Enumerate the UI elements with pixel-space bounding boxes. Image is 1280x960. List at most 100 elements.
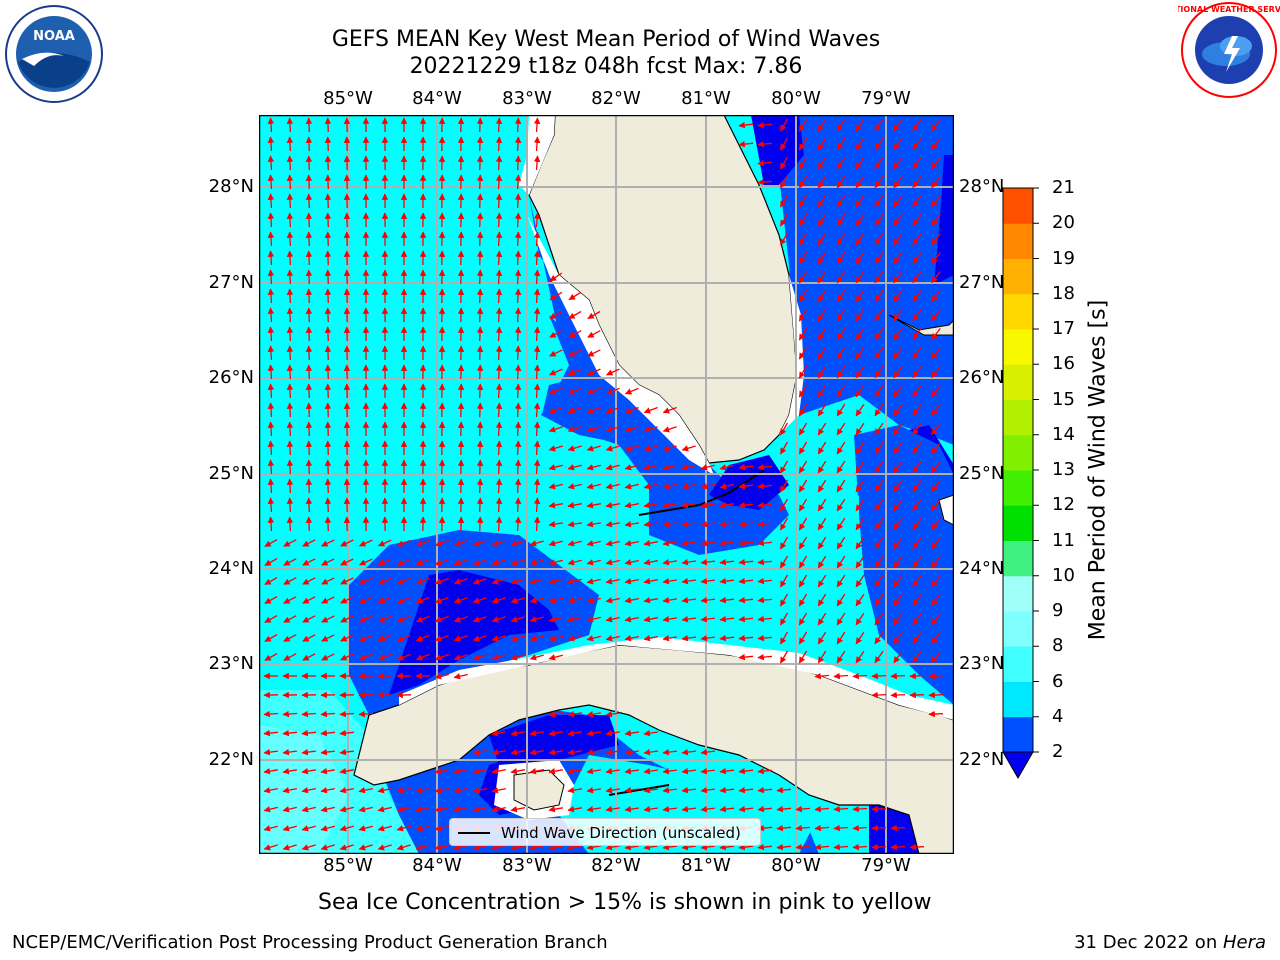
wave-direction-arrow: [415, 577, 430, 585]
wave-direction-arrow: [283, 615, 297, 623]
wave-direction-arrow: [912, 404, 922, 417]
wave-direction-arrow: [738, 653, 754, 661]
wave-direction-arrow: [662, 634, 678, 642]
lat-label-left: 25°N: [208, 463, 254, 484]
wave-direction-arrow: [529, 616, 544, 623]
wave-direction-arrow: [321, 653, 335, 661]
wave-direction-arrow: [415, 596, 430, 604]
wave-direction-arrow: [912, 138, 922, 151]
wave-direction-arrow: [779, 479, 789, 493]
wave-direction-arrow: [472, 540, 487, 547]
wave-direction-arrow: [286, 383, 294, 399]
wave-direction-arrow: [302, 558, 316, 566]
wind-wave-direction-arrows: [263, 117, 944, 851]
wave-direction-arrow: [305, 345, 313, 361]
wave-direction-arrow: [320, 825, 335, 832]
wave-direction-arrow: [510, 768, 526, 775]
wave-direction-arrow: [931, 252, 941, 265]
wave-direction-arrow: [321, 596, 335, 604]
wave-direction-arrow: [514, 136, 522, 152]
wave-direction-arrow: [738, 843, 754, 851]
wave-direction-arrow: [472, 787, 488, 794]
wave-direction-arrow: [324, 345, 332, 361]
lon-label-bottom: 82°W: [591, 855, 641, 876]
wave-direction-arrow: [817, 137, 827, 151]
colorbar-segment: [1003, 399, 1033, 436]
wave-direction-arrow: [931, 594, 941, 607]
wave-direction-arrow: [567, 483, 582, 490]
wave-direction-arrow: [495, 516, 503, 532]
wave-direction-arrow: [510, 616, 525, 623]
wave-direction-arrow: [267, 231, 275, 247]
wave-direction-arrow: [798, 346, 808, 360]
wave-direction-arrow: [510, 635, 525, 642]
wave-direction-arrow: [476, 516, 484, 532]
wave-direction-arrow: [305, 174, 313, 190]
wave-direction-arrow: [757, 615, 773, 623]
wave-direction-arrow: [549, 368, 563, 376]
wave-direction-arrow: [776, 786, 792, 794]
wave-direction-arrow: [893, 403, 903, 417]
wave-direction-arrow: [817, 498, 827, 512]
colorbar-tick-label: 14: [1052, 423, 1075, 445]
wave-direction-arrow: [495, 231, 503, 247]
wave-direction-arrow: [893, 384, 903, 398]
wave-direction-arrow: [931, 195, 941, 208]
wave-direction-arrow: [472, 616, 487, 623]
wave-direction-arrow: [305, 516, 313, 532]
wave-direction-arrow: [757, 121, 773, 129]
wave-direction-arrow: [605, 406, 620, 414]
wave-direction-arrow: [662, 539, 678, 547]
wave-direction-arrow: [514, 212, 522, 228]
wave-direction-arrow: [779, 422, 789, 436]
wave-direction-arrow: [301, 806, 316, 813]
wave-direction-arrow: [283, 653, 297, 661]
colorbar-segment: [1003, 223, 1033, 259]
wave-direction-arrow: [286, 364, 294, 380]
wave-direction-arrow: [643, 578, 659, 585]
wave-direction-arrow: [415, 615, 430, 623]
wave-direction-arrow: [912, 214, 922, 227]
wave-direction-arrow: [415, 539, 430, 547]
footer-host: Hera: [1222, 932, 1266, 953]
wave-direction-arrow: [476, 250, 484, 266]
wave-direction-arrow: [605, 767, 621, 775]
wave-direction-arrow: [798, 213, 808, 227]
wave-direction-arrow: [567, 464, 582, 471]
wave-direction-arrow: [798, 403, 808, 417]
wave-direction-arrow: [855, 555, 865, 569]
wave-direction-arrow: [587, 310, 601, 320]
wave-direction-arrow: [836, 593, 846, 607]
wave-direction-arrow: [931, 233, 941, 246]
wave-direction-arrow: [586, 786, 602, 794]
wave-direction-arrow: [510, 654, 525, 661]
wave-direction-arrow: [549, 272, 563, 282]
lat-label-right: 27°N: [959, 272, 1005, 293]
wave-direction-arrow: [643, 483, 658, 490]
wave-direction-arrow: [836, 308, 846, 322]
wave-direction-arrow: [874, 536, 884, 550]
wave-direction-arrow: [548, 426, 563, 433]
wave-direction-arrow: [836, 137, 846, 151]
wave-direction-arrow: [893, 156, 903, 170]
wave-direction-arrow: [263, 748, 278, 756]
wave-direction-arrow: [817, 422, 827, 436]
wave-direction-arrow: [548, 767, 564, 775]
wave-direction-arrow: [836, 346, 846, 360]
wave-direction-arrow: [533, 136, 541, 152]
wave-direction-arrow: [719, 558, 735, 566]
wave-direction-arrow: [324, 478, 332, 494]
wave-direction-arrow: [817, 555, 827, 569]
wave-direction-arrow: [548, 748, 564, 756]
wave-direction-arrow: [453, 653, 468, 661]
wave-direction-arrow: [533, 307, 541, 323]
wave-direction-arrow: [798, 555, 808, 569]
wave-direction-arrow: [378, 596, 392, 604]
wave-direction-arrow: [817, 251, 827, 265]
wave-direction-arrow: [514, 326, 522, 342]
wave-direction-arrow: [893, 118, 903, 132]
wave-direction-arrow: [836, 232, 846, 246]
lon-label-bottom: 84°W: [412, 855, 462, 876]
colorbar-segment: [1003, 505, 1033, 541]
colorbar-segment: [1003, 293, 1033, 330]
